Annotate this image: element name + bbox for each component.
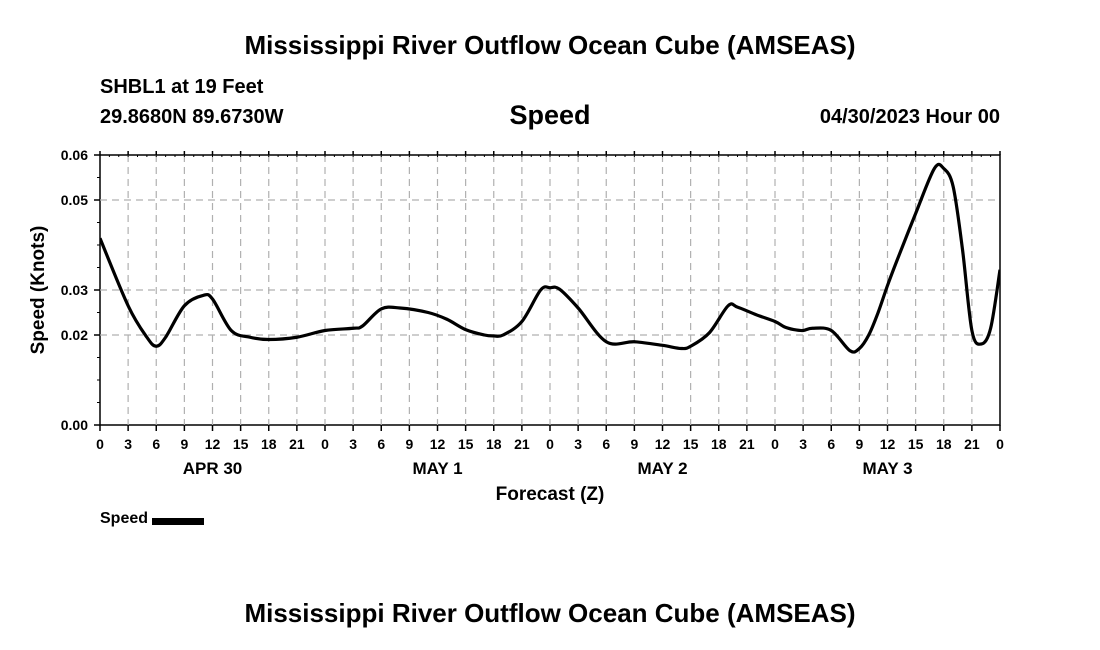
day-labels: APR 30 MAY 1 MAY 2 MAY 3 [183,459,913,478]
x-tick-label: 15 [233,436,249,452]
x-tick-label: 9 [180,436,188,452]
y-axis: 0.00 0.02 0.03 0.05 0.06 [61,147,100,433]
x-tick-label: 12 [205,436,221,452]
x-tick-label: 18 [261,436,277,452]
x-tick-label: 9 [630,436,638,452]
x-tick-label: 3 [799,436,807,452]
x-tick-label: 6 [377,436,385,452]
forecast-datetime: 04/30/2023 Hour 00 [819,106,1000,128]
day-label: MAY 3 [862,459,912,478]
x-tick-label: 6 [827,436,835,452]
x-tick-label: 21 [739,436,755,452]
y-tick-label: 0.06 [61,147,88,163]
x-tick-label: 6 [602,436,610,452]
x-tick-label: 15 [683,436,699,452]
x-tick-label: 12 [655,436,671,452]
y-tick-label: 0.05 [61,192,88,208]
x-tick-label: 21 [289,436,305,452]
x-tick-label: 0 [96,436,104,452]
x-axis-label: Forecast (Z) [496,484,605,505]
y-tick-label: 0.03 [61,282,88,298]
x-tick-label: 9 [855,436,863,452]
y-axis-label: Speed (Knots) [28,226,49,355]
y-tick-label: 0.02 [61,327,88,343]
x-tick-label: 15 [458,436,474,452]
x-axis: 0 3 6 9 12 15 18 21 0 3 6 9 12 15 18 21 0 3 6 9 12 15 18 21 0 3 6 9… [96,151,1004,452]
legend: Speed [100,510,205,528]
day-label: MAY 2 [637,459,687,478]
grid [100,155,1000,425]
variable-title: Speed [509,100,591,130]
x-tick-label: 0 [321,436,329,452]
legend-label: Speed [100,510,149,527]
station-label: SHBL1 at 19 Feet [100,76,264,98]
coordinates-label: 29.8680N 89.6730W [100,106,284,128]
day-label: MAY 1 [412,459,462,478]
x-tick-label: 3 [574,436,582,452]
day-label: APR 30 [183,459,243,478]
x-tick-label: 0 [771,436,779,452]
series-layer [100,162,1000,354]
x-tick-label: 21 [964,436,980,452]
x-tick-label: 12 [880,436,896,452]
x-tick-label: 18 [486,436,502,452]
x-tick-label: 18 [711,436,727,452]
y-tick-label: 0.00 [61,417,88,433]
x-tick-label: 3 [349,436,357,452]
x-tick-label: 0 [546,436,554,452]
x-tick-label: 9 [405,436,413,452]
x-tick-label: 6 [152,436,160,452]
x-tick-label: 21 [514,436,530,452]
x-tick-label: 18 [936,436,952,452]
legend-swatch [152,517,205,525]
speed-series-line [100,162,1000,354]
x-tick-label: 15 [908,436,924,452]
x-tick-label: 0 [996,436,1004,452]
footer-title: Mississippi River Outflow Ocean Cube (AM… [244,598,856,628]
x-tick-label: 12 [430,436,446,452]
chart-title: Mississippi River Outflow Ocean Cube (AM… [244,30,856,60]
x-tick-label: 3 [124,436,132,452]
